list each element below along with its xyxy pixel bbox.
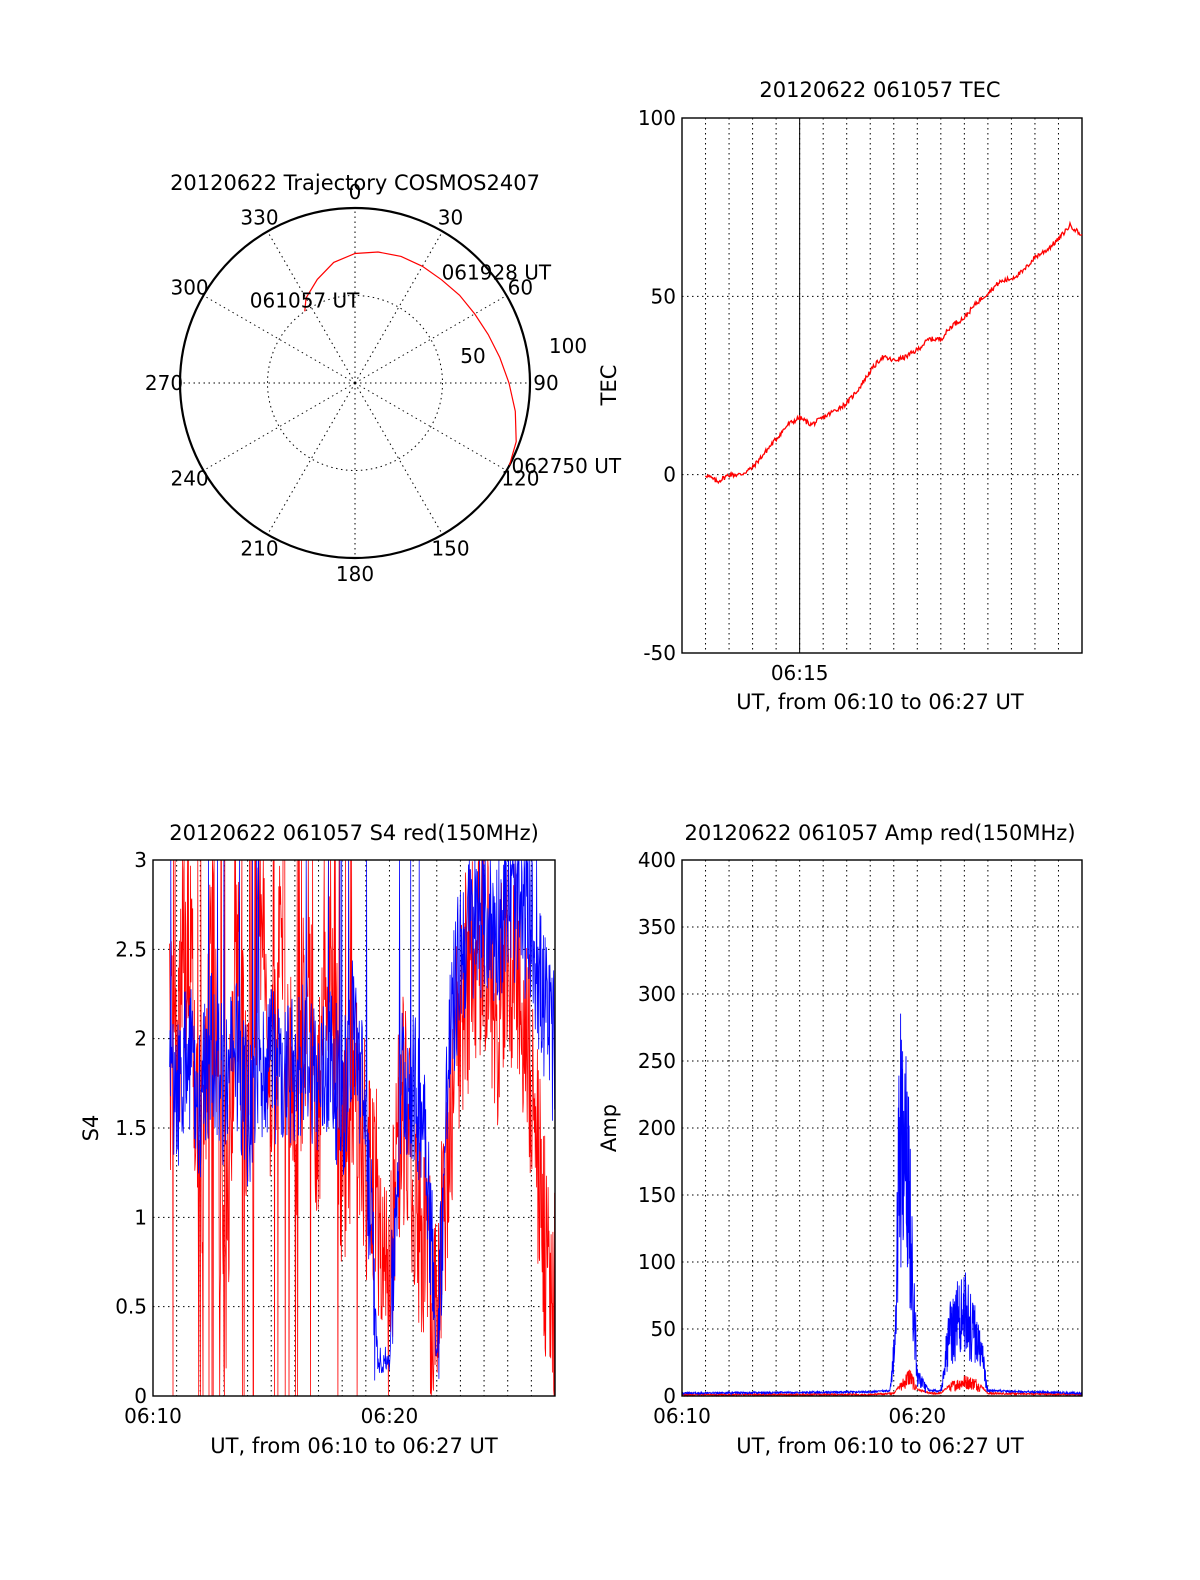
s4-line [169, 859, 556, 1381]
s4-title: 20120622 061057 S4 red(150MHz) [169, 821, 539, 845]
polar-spoke [203, 382, 356, 471]
s4-series [169, 859, 556, 1397]
s4-plot-frame [152, 859, 556, 1397]
y-tick-label: 2.5 [115, 937, 147, 961]
y-tick-label: 0 [134, 1384, 147, 1408]
polar-spoke [354, 382, 443, 535]
polar-ring-50 [267, 295, 443, 471]
polar-angle-label: 300 [170, 276, 208, 300]
tec-x-axis-label: UT, from 06:10 to 06:27 UT [736, 690, 1024, 714]
polar-angle-label: 270 [145, 371, 183, 395]
amp-line [681, 1013, 1083, 1396]
y-tick-label: 50 [651, 284, 676, 308]
polar-trajectory-chart: 20120622 Trajectory COSMOS2407 0 30 60 90 12… [145, 171, 622, 586]
y-tick-label: 0 [663, 1384, 676, 1408]
tec-grid [682, 118, 1082, 653]
y-tick-label: 100 [638, 1250, 676, 1274]
polar-angle-label: 210 [240, 536, 278, 560]
y-tick-label: 400 [638, 848, 676, 872]
y-tick-label: 200 [638, 1116, 676, 1140]
y-tick-label: 250 [638, 1049, 676, 1073]
x-tick-label: 06:20 [361, 1404, 419, 1428]
polar-angle-labels: 0 30 60 90 120 150 180 210 240 270 300 330 [145, 180, 559, 586]
trajectory-time-label: 062750 UT [512, 454, 622, 478]
polar-spoke [203, 295, 356, 384]
polar-outer-ring [178, 206, 532, 560]
tec-line [704, 220, 1083, 485]
amp-chart: 20120622 061057 Amp red(150MHz) 400 350 30… [597, 821, 1083, 1458]
polar-radial-labels: 50 100 [460, 334, 587, 368]
y-tick-label: 150 [638, 1183, 676, 1207]
polar-angle-label: 150 [431, 536, 469, 560]
y-tick-label: 300 [638, 982, 676, 1006]
polar-radial-label: 100 [549, 334, 587, 358]
tec-title: 20120622 061057 TEC [759, 78, 1000, 102]
polar-grid [178, 206, 532, 560]
y-tick-label: 3 [134, 848, 147, 872]
polar-spoke [354, 295, 507, 384]
polar-spoke [354, 382, 507, 471]
polar-angle-label: 240 [170, 467, 208, 491]
trajectory-line [304, 251, 517, 466]
polar-spoke [267, 231, 356, 384]
s4-y-axis-label: S4 [79, 1115, 103, 1142]
polar-angle-label: 90 [533, 371, 558, 395]
s4-chart: 20120622 061057 S4 red(150MHz) 3 2.5 2 1.5 1… [79, 821, 556, 1458]
tec-chart: 20120622 061057 TEC 100 50 0 -50 06:15 UT, … [597, 78, 1083, 714]
y-tick-label: 0 [663, 463, 676, 487]
polar-angle-label: 120 [501, 467, 539, 491]
y-tick-label: 350 [638, 915, 676, 939]
amp-grid [682, 860, 1082, 1396]
amp-y-ticks: 400 350 300 250 200 150 100 50 0 [638, 848, 676, 1408]
polar-radial-label: 50 [460, 344, 485, 368]
amp-y-axis-label: Amp [597, 1104, 621, 1152]
amp-line [681, 1369, 1083, 1398]
amp-series [681, 1013, 1083, 1398]
tec-y-ticks: 100 50 0 -50 [638, 106, 676, 665]
polar-angle-label: 60 [508, 276, 533, 300]
polar-angle-label: 0 [349, 180, 362, 204]
polar-angle-label: 330 [240, 206, 278, 230]
amp-x-axis-label: UT, from 06:10 to 06:27 UT [736, 1434, 1024, 1458]
y-tick-label: -50 [643, 641, 676, 665]
amp-x-ticks: 06:10 06:20 [653, 1404, 946, 1428]
polar-spoke [267, 382, 356, 535]
s4-x-ticks: 06:10 06:20 [124, 1404, 418, 1428]
tec-y-axis-label: TEC [597, 365, 621, 407]
trajectory-time-label: 061928 UT [442, 260, 552, 284]
y-tick-label: 100 [638, 106, 676, 130]
tec-plot-frame [681, 117, 1083, 654]
polar-spoke [354, 231, 443, 384]
tec-x-ticks: 06:15 [771, 661, 829, 685]
x-tick-label: 06:20 [888, 1404, 946, 1428]
x-tick-label: 06:15 [771, 661, 829, 685]
s4-x-axis-label: UT, from 06:10 to 06:27 UT [210, 1434, 498, 1458]
y-tick-label: 50 [651, 1317, 676, 1341]
polar-angle-label: 180 [336, 562, 374, 586]
amp-plot-frame [681, 859, 1083, 1397]
polar-angle-label: 30 [438, 206, 463, 230]
y-tick-label: 1.5 [115, 1116, 147, 1140]
y-tick-label: 0.5 [115, 1295, 147, 1319]
s4-y-ticks: 3 2.5 2 1.5 1 0.5 0 [115, 848, 147, 1408]
x-tick-label: 06:10 [124, 1404, 182, 1428]
y-tick-label: 2 [134, 1027, 147, 1051]
trajectory-time-label: 061057 UT [250, 288, 360, 312]
polar-title: 20120622 Trajectory COSMOS2407 [170, 171, 540, 195]
y-tick-label: 1 [134, 1205, 147, 1229]
amp-title: 20120622 061057 Amp red(150MHz) [684, 821, 1075, 845]
trajectory-annotations: 061057 UT 061928 UT 062750 UT [250, 260, 622, 478]
tec-series [704, 220, 1083, 485]
x-tick-label: 06:10 [653, 1404, 711, 1428]
